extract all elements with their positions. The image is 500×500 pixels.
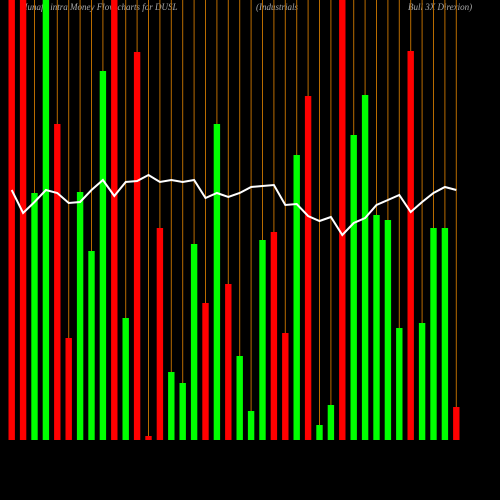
bar xyxy=(282,333,289,440)
bar xyxy=(54,124,61,440)
bar xyxy=(76,192,84,440)
bar xyxy=(19,0,27,440)
bar xyxy=(453,407,460,440)
bar xyxy=(202,303,209,440)
bar xyxy=(430,228,437,440)
bar xyxy=(293,155,300,440)
bar xyxy=(99,71,107,440)
bar xyxy=(259,240,266,440)
bar xyxy=(168,372,175,440)
bar xyxy=(8,0,15,440)
bar xyxy=(145,436,152,440)
bar xyxy=(111,0,118,440)
bar xyxy=(236,356,243,440)
bar xyxy=(316,425,323,440)
bar xyxy=(396,328,403,440)
bar xyxy=(441,228,449,440)
bar xyxy=(373,215,380,440)
bar xyxy=(350,135,357,440)
bar xyxy=(190,244,198,440)
bar xyxy=(156,228,164,440)
bar xyxy=(133,52,141,440)
bar xyxy=(407,51,414,440)
bar xyxy=(327,405,335,440)
bar xyxy=(339,0,346,440)
bar xyxy=(418,323,426,440)
bar xyxy=(270,232,278,440)
bar xyxy=(31,193,38,440)
bar xyxy=(247,411,255,440)
bar xyxy=(304,96,312,440)
bar xyxy=(122,318,129,440)
chart-title: (Industrials xyxy=(256,2,299,12)
bar xyxy=(213,124,221,440)
chart-title: Munafa intra Money Flow charts for DUSL xyxy=(19,2,178,12)
line xyxy=(10,173,457,237)
chart-title: Bull 3X Direxion) xyxy=(408,2,472,12)
bar xyxy=(179,383,186,440)
bar xyxy=(384,220,392,440)
bar xyxy=(361,95,369,440)
bar xyxy=(42,0,50,440)
bar xyxy=(65,338,72,440)
bar xyxy=(225,284,232,440)
bar xyxy=(88,251,95,440)
